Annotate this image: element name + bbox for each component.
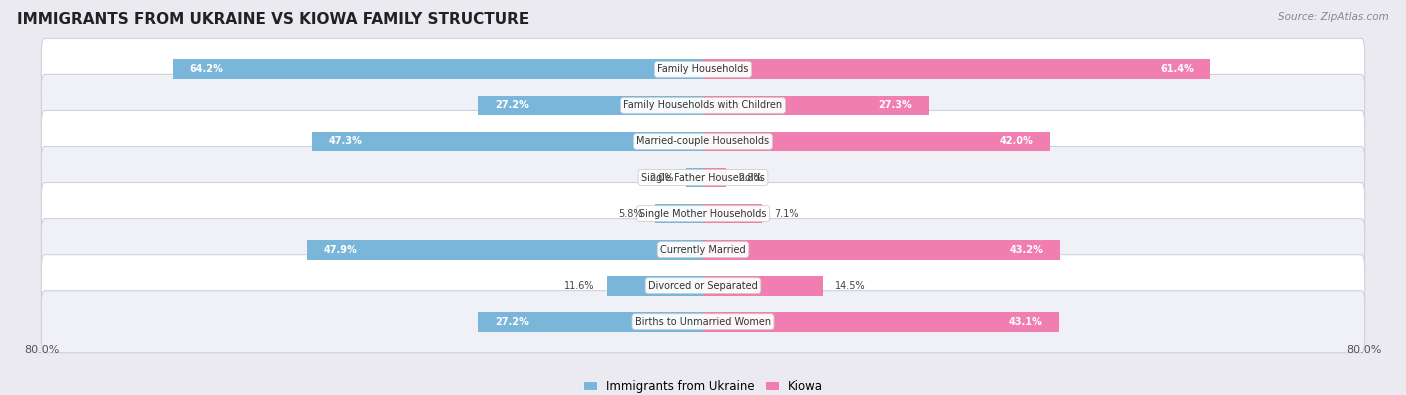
Bar [703, 132, 1050, 151]
Text: Births to Unmarried Women: Births to Unmarried Women [636, 317, 770, 327]
Text: 27.3%: 27.3% [879, 100, 912, 111]
Text: IMMIGRANTS FROM UKRAINE VS KIOWA FAMILY STRUCTURE: IMMIGRANTS FROM UKRAINE VS KIOWA FAMILY … [17, 12, 529, 27]
Bar [686, 167, 703, 187]
Legend: Immigrants from Ukraine, Kiowa: Immigrants from Ukraine, Kiowa [578, 375, 828, 395]
Text: 2.8%: 2.8% [738, 173, 763, 182]
Text: 42.0%: 42.0% [1000, 136, 1033, 147]
Bar [478, 312, 703, 331]
Bar [703, 204, 762, 224]
Text: Family Households with Children: Family Households with Children [623, 100, 783, 111]
Bar [703, 60, 1211, 79]
Text: 7.1%: 7.1% [775, 209, 799, 218]
Bar [308, 240, 703, 260]
FancyBboxPatch shape [41, 147, 1365, 209]
Text: Currently Married: Currently Married [661, 245, 745, 255]
Text: 47.3%: 47.3% [329, 136, 363, 147]
Text: 64.2%: 64.2% [190, 64, 224, 74]
Bar [703, 276, 823, 295]
Text: Single Mother Households: Single Mother Households [640, 209, 766, 218]
Text: 27.2%: 27.2% [495, 317, 529, 327]
Bar [655, 204, 703, 224]
Text: Single Father Households: Single Father Households [641, 173, 765, 182]
FancyBboxPatch shape [41, 38, 1365, 100]
FancyBboxPatch shape [41, 255, 1365, 317]
Bar [607, 276, 703, 295]
Bar [703, 240, 1060, 260]
Bar [478, 96, 703, 115]
Text: Divorced or Separated: Divorced or Separated [648, 280, 758, 291]
FancyBboxPatch shape [41, 74, 1365, 136]
Text: 5.8%: 5.8% [619, 209, 643, 218]
Text: 11.6%: 11.6% [564, 280, 595, 291]
Text: 43.1%: 43.1% [1008, 317, 1042, 327]
FancyBboxPatch shape [41, 182, 1365, 245]
Text: 2.0%: 2.0% [650, 173, 673, 182]
Text: 61.4%: 61.4% [1160, 64, 1194, 74]
FancyBboxPatch shape [41, 291, 1365, 353]
Text: Married-couple Households: Married-couple Households [637, 136, 769, 147]
Text: 47.9%: 47.9% [323, 245, 357, 255]
FancyBboxPatch shape [41, 218, 1365, 280]
Text: 27.2%: 27.2% [495, 100, 529, 111]
Text: 43.2%: 43.2% [1010, 245, 1043, 255]
Bar [703, 167, 725, 187]
Text: Source: ZipAtlas.com: Source: ZipAtlas.com [1278, 12, 1389, 22]
Bar [703, 96, 928, 115]
Text: 14.5%: 14.5% [835, 280, 866, 291]
Bar [312, 132, 703, 151]
Bar [173, 60, 703, 79]
Text: Family Households: Family Households [658, 64, 748, 74]
FancyBboxPatch shape [41, 111, 1365, 173]
Bar [703, 312, 1059, 331]
